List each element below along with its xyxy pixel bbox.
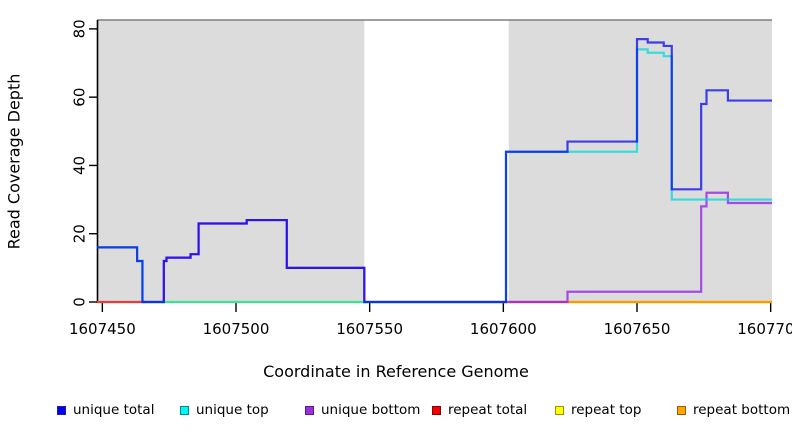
legend-label: repeat total <box>448 402 528 418</box>
x-tick-label: 1607700 <box>737 320 792 338</box>
legend-swatch-icon <box>432 405 441 415</box>
legend-label: unique top <box>196 402 269 418</box>
shaded-region <box>508 20 772 302</box>
legend-label: unique total <box>73 402 155 418</box>
y-tick-label: 20 <box>71 224 89 243</box>
y-axis-title: Read Coverage Depth <box>4 73 24 250</box>
y-tick-label: 60 <box>71 88 89 107</box>
legend-item-repeat-top: repeat top <box>555 400 641 420</box>
x-tick-label: 1607500 <box>203 320 270 338</box>
x-tick-label: 1607550 <box>336 320 403 338</box>
y-tick-label: 80 <box>71 19 89 38</box>
legend-item-unique-bottom: unique bottom <box>305 400 420 420</box>
legend: unique total unique top unique bottom repea… <box>0 400 792 424</box>
legend-swatch-icon <box>677 405 686 415</box>
legend-item-unique-total: unique total <box>57 400 154 420</box>
legend-item-unique-top: unique top <box>180 400 269 420</box>
x-tick-label: 1607450 <box>69 320 136 338</box>
x-axis-title: Coordinate in Reference Genome <box>263 362 529 381</box>
y-tick-label: 40 <box>71 156 89 175</box>
legend-swatch-icon <box>555 405 564 415</box>
legend-item-repeat-bottom: repeat bottom <box>677 400 790 420</box>
legend-label: repeat top <box>571 402 642 418</box>
series-line-unique-total <box>97 38 772 304</box>
x-tick-label: 1607650 <box>604 320 671 338</box>
x-tick-label: 1607600 <box>470 320 537 338</box>
legend-swatch-icon <box>305 405 314 415</box>
legend-swatch-icon <box>180 405 189 415</box>
y-tick-label: 0 <box>71 297 89 307</box>
legend-label: unique bottom <box>321 402 421 418</box>
shaded-region <box>97 20 365 302</box>
legend-label: repeat bottom <box>693 402 791 418</box>
legend-item-repeat-total: repeat total <box>432 400 527 420</box>
legend-swatch-icon <box>57 405 66 415</box>
